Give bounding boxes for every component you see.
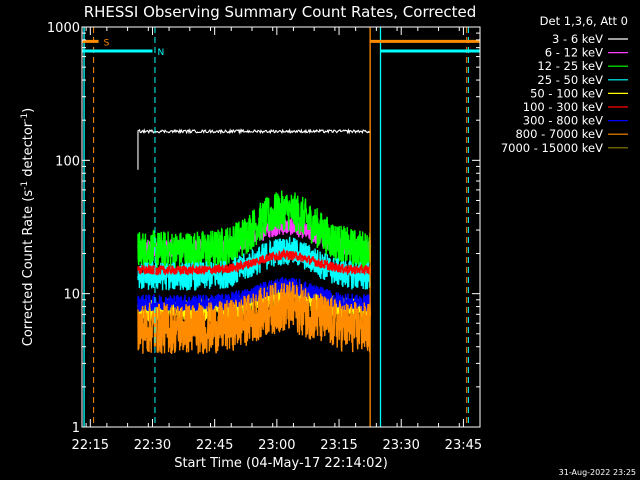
- series-layer: [137, 128, 372, 354]
- x-tick-label: 23:30: [382, 438, 419, 453]
- x-tick-label: 22:30: [134, 438, 171, 453]
- chart-title: RHESSI Observing Summary Count Rates, Co…: [84, 3, 477, 21]
- legend-entry-label: 800 - 7000 keV: [515, 127, 603, 141]
- axis-layer: 22:15 22:30 22:45 23:00 23:15 23:30 23:45 1 10 10…: [47, 21, 482, 453]
- y-tick-label: 1000: [47, 21, 80, 36]
- series-line-3-6-kev: [137, 128, 371, 190]
- flag-label-n: N: [157, 48, 164, 58]
- y-tick-label: 10: [63, 288, 80, 303]
- x-tick-label: 22:15: [72, 438, 109, 453]
- y-label-exp-1: -1: [20, 181, 30, 190]
- legend-entry-label: 12 - 25 keV: [537, 59, 603, 73]
- flag-label-s: S: [104, 38, 110, 48]
- plot-frame: [81, 26, 481, 428]
- y-label-part-c: detector: [21, 121, 36, 181]
- marks-layer: SN: [82, 27, 480, 427]
- x-tick-label: 23:00: [258, 438, 295, 453]
- y-tick-label: 1: [72, 421, 80, 436]
- legend-entry-label: 6 - 12 keV: [545, 46, 603, 60]
- legend-entry-label: 50 - 100 keV: [530, 86, 603, 100]
- legend-entry-label: 100 - 300 keV: [523, 100, 603, 114]
- y-label-part-a: Corrected Count Rate (s: [21, 190, 36, 347]
- y-tick-label: 100: [55, 154, 80, 169]
- x-tick-label: 23:15: [320, 438, 357, 453]
- series-line-12-25-kev: [137, 190, 372, 271]
- legend-title: Det 1,3,6, Att 0: [540, 14, 628, 28]
- x-tick-label: 22:45: [196, 438, 233, 453]
- x-tick-label: 23:45: [445, 438, 482, 453]
- y-axis-label: Corrected Count Rate (s-1 detector-1): [20, 108, 36, 346]
- series-line-100-300-kev: [137, 247, 372, 277]
- y-label-part-e: ): [21, 108, 36, 113]
- legend-entry-label: 300 - 800 keV: [523, 114, 603, 128]
- series-line-800-7000-kev: [137, 281, 372, 354]
- x-axis-label: Start Time (04-May-17 22:14:02): [174, 456, 388, 471]
- legend-entry-label: 25 - 50 keV: [537, 73, 603, 87]
- legend-entry-label: 3 - 6 keV: [552, 32, 603, 46]
- footer-timestamp: 31-Aug-2022 23:25: [559, 468, 636, 477]
- legend-entry-label: 7000 - 15000 keV: [501, 141, 603, 155]
- y-label-exp-2: -1: [20, 113, 30, 122]
